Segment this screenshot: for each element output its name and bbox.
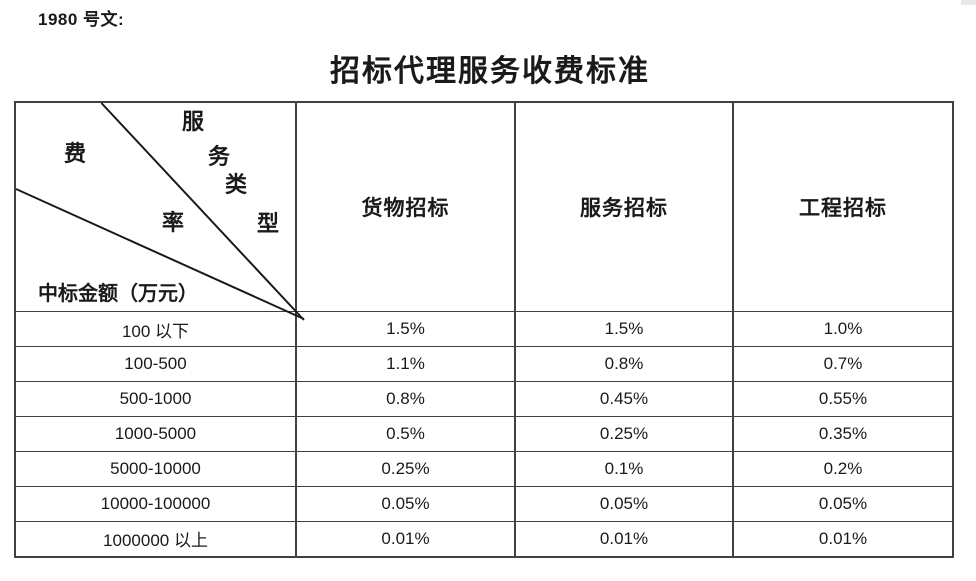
column-header-services: 服务招标 bbox=[514, 101, 734, 312]
table-row: 100-500 1.1% 0.8% 0.7% bbox=[14, 346, 954, 382]
rate-cell-services: 0.45% bbox=[514, 381, 734, 417]
fee-rate-table: 服 务 类 型 费 率 中标金额（万元） 货物招标 服务招标 工程招标 100 … bbox=[14, 101, 954, 558]
rate-cell-goods: 0.8% bbox=[295, 381, 516, 417]
corner-char-type: 类 bbox=[225, 172, 248, 197]
corner-char-fee: 费 bbox=[64, 141, 87, 166]
rate-cell-services: 0.01% bbox=[514, 521, 734, 557]
column-header-goods: 货物招标 bbox=[295, 101, 516, 312]
table-row: 1000-5000 0.5% 0.25% 0.35% bbox=[14, 416, 954, 452]
rate-cell-goods: 0.25% bbox=[295, 451, 516, 487]
rate-cell-works: 0.7% bbox=[732, 346, 954, 382]
rate-cell-goods: 1.5% bbox=[295, 311, 516, 347]
table-row: 1000000 以上 0.01% 0.01% 0.01% bbox=[14, 521, 954, 557]
doc-number-label: 1980 号文: bbox=[38, 10, 125, 29]
column-header-works: 工程招标 bbox=[732, 101, 954, 312]
diagonal-corner-cell: 服 务 类 型 费 率 中标金额（万元） bbox=[14, 101, 305, 321]
scan-edge-artifact bbox=[961, 0, 976, 5]
rate-cell-goods: 0.05% bbox=[295, 486, 516, 522]
rate-cell-services: 0.1% bbox=[514, 451, 734, 487]
corner-char-service2: 务 bbox=[208, 144, 231, 169]
amount-range-cell: 100 以下 bbox=[14, 311, 297, 347]
amount-range-cell: 100-500 bbox=[14, 346, 297, 382]
rate-cell-works: 0.35% bbox=[732, 416, 954, 452]
rate-cell-services: 0.25% bbox=[514, 416, 734, 452]
page-title: 招标代理服务收费标准 bbox=[330, 55, 650, 88]
table-row: 500-1000 0.8% 0.45% 0.55% bbox=[14, 381, 954, 417]
header-row: 服 务 类 型 费 率 中标金额（万元） 货物招标 服务招标 工程招标 bbox=[14, 101, 954, 321]
table-row: 10000-100000 0.05% 0.05% 0.05% bbox=[14, 486, 954, 522]
amount-range-cell: 10000-100000 bbox=[14, 486, 297, 522]
amount-range-cell: 5000-10000 bbox=[14, 451, 297, 487]
rate-cell-services: 0.05% bbox=[514, 486, 734, 522]
corner-char-rate: 率 bbox=[162, 210, 185, 235]
amount-range-cell: 500-1000 bbox=[14, 381, 297, 417]
lower-diagonal-line bbox=[15, 188, 305, 320]
corner-char-service: 服 bbox=[182, 109, 205, 134]
rate-cell-works: 1.0% bbox=[732, 311, 954, 347]
diagonal-lines bbox=[15, 102, 305, 321]
rate-cell-works: 0.05% bbox=[732, 486, 954, 522]
rate-cell-works: 0.55% bbox=[732, 381, 954, 417]
rate-cell-services: 1.5% bbox=[514, 311, 734, 347]
rate-cell-works: 0.01% bbox=[732, 521, 954, 557]
amount-range-cell: 1000000 以上 bbox=[14, 521, 297, 557]
amount-range-cell: 1000-5000 bbox=[14, 416, 297, 452]
rate-cell-goods: 0.5% bbox=[295, 416, 516, 452]
upper-diagonal-line bbox=[100, 102, 305, 321]
rate-cell-goods: 1.1% bbox=[295, 346, 516, 382]
table-row: 5000-10000 0.25% 0.1% 0.2% bbox=[14, 451, 954, 487]
corner-char-type2: 型 bbox=[257, 211, 280, 236]
table-row: 100 以下 1.5% 1.5% 1.0% bbox=[14, 311, 954, 347]
amount-axis-label: 中标金额（万元） bbox=[38, 283, 198, 305]
rate-cell-goods: 0.01% bbox=[295, 521, 516, 557]
rate-cell-works: 0.2% bbox=[732, 451, 954, 487]
rate-cell-services: 0.8% bbox=[514, 346, 734, 382]
